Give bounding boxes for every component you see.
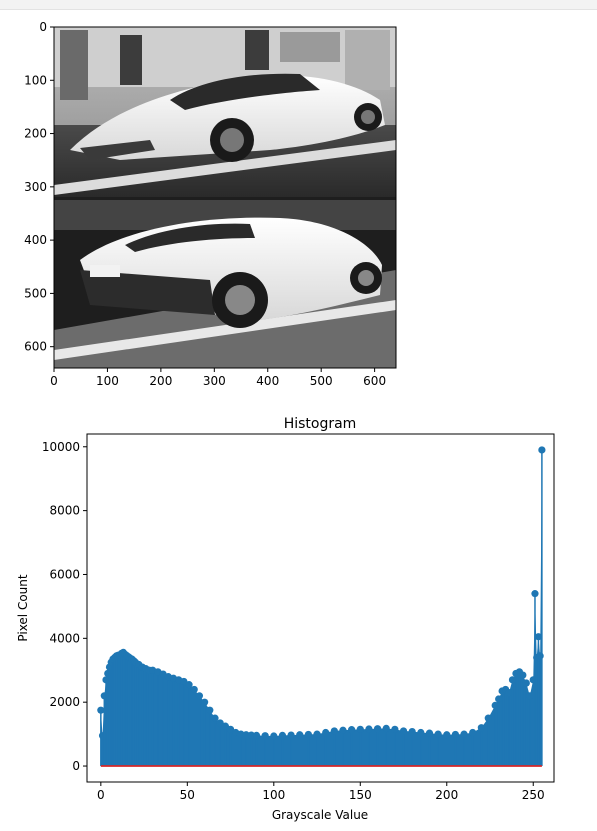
x-tick-label: 200 xyxy=(435,788,458,802)
x-tick-label: 50 xyxy=(180,788,195,802)
stem-marker xyxy=(365,725,373,733)
y-tick-label: 6000 xyxy=(49,567,80,581)
image-y-tick-label: 600 xyxy=(24,340,47,354)
image-y-tick-label: 400 xyxy=(24,233,47,247)
stem-marker xyxy=(531,590,539,598)
stem-marker xyxy=(216,719,224,727)
stem-marker xyxy=(242,731,250,739)
stem-marker xyxy=(313,730,321,738)
grayscale-image-plot: 0 100 200 300 400 500 600 0 100 200 300 400 500 600 xyxy=(24,20,397,388)
stem-marker xyxy=(451,730,460,739)
stem-marker xyxy=(408,727,416,736)
image-x-tick-label: 200 xyxy=(149,374,172,388)
stem-marker xyxy=(206,706,214,714)
stem-marker xyxy=(195,692,204,700)
image-x-tick-label: 500 xyxy=(310,374,333,388)
stem-marker xyxy=(348,726,356,734)
stem-marker xyxy=(278,731,287,739)
stem-marker xyxy=(296,731,304,739)
stem-marker xyxy=(534,633,543,641)
stem-marker xyxy=(477,724,485,732)
chart-title: Histogram xyxy=(284,416,357,432)
stem-marker xyxy=(185,681,193,689)
stem-marker xyxy=(287,731,295,739)
image-x-tick-label: 400 xyxy=(256,374,279,388)
stem-series xyxy=(97,446,546,767)
stem-marker xyxy=(304,730,312,739)
histogram-y-axis: 0 2000 4000 6000 8000 10000 xyxy=(42,440,87,773)
stem-marker xyxy=(536,652,544,660)
stem-marker xyxy=(508,676,517,684)
y-tick-label: 0 xyxy=(72,759,80,773)
y-tick-label: 2000 xyxy=(49,695,80,709)
stem-marker xyxy=(538,446,546,454)
image-x-tick-label: 100 xyxy=(96,374,119,388)
image-axes-frame xyxy=(53,26,397,369)
stem-marker xyxy=(522,679,530,687)
cell-top-bar xyxy=(0,0,597,10)
image-y-tick-label: 100 xyxy=(24,73,47,87)
stem-marker xyxy=(505,689,513,697)
stem-marker xyxy=(373,725,382,733)
stem-marker xyxy=(270,732,278,740)
stem-marker xyxy=(190,685,198,694)
x-tick-label: 250 xyxy=(522,788,545,802)
image-y-tick-label: 200 xyxy=(24,127,47,141)
stem-marker xyxy=(529,676,537,684)
image-x-axis: 0 100 200 300 400 500 600 xyxy=(50,368,386,388)
stem-marker xyxy=(356,725,364,733)
x-tick-label: 100 xyxy=(262,788,285,802)
stem-marker xyxy=(417,728,425,737)
stem-area xyxy=(100,449,542,767)
stem-marker xyxy=(330,727,338,735)
image-x-tick-label: 0 xyxy=(50,374,58,388)
stem-marker xyxy=(519,671,527,679)
stem-marker xyxy=(180,677,188,686)
stem-marker xyxy=(526,692,534,700)
car-photo-image xyxy=(54,27,396,368)
stem-marker xyxy=(104,669,112,678)
stem-marker xyxy=(484,714,492,722)
stem-marker xyxy=(491,701,499,709)
stem-marker xyxy=(322,728,330,737)
stem-marker xyxy=(100,692,108,700)
stem-marker xyxy=(261,732,269,740)
stem-marker xyxy=(247,731,255,739)
y-tick-label: 10000 xyxy=(42,440,80,454)
x-tick-label: 150 xyxy=(349,788,372,802)
image-x-tick-label: 600 xyxy=(363,374,386,388)
x-tick-label: 0 xyxy=(97,788,105,802)
stem-marker xyxy=(382,724,390,732)
image-y-tick-label: 300 xyxy=(24,180,47,194)
stem-marker xyxy=(226,725,235,733)
stem-marker xyxy=(495,695,503,703)
stem-marker xyxy=(339,726,347,734)
stem-marker xyxy=(399,727,408,735)
stem-marker xyxy=(102,676,110,684)
y-tick-label: 4000 xyxy=(49,631,80,645)
stem-marker xyxy=(425,729,434,737)
stem-marker xyxy=(221,722,229,730)
stem-marker xyxy=(252,731,261,739)
image-y-axis: 0 100 200 300 400 500 600 xyxy=(24,20,54,354)
y-tick-label: 8000 xyxy=(49,504,80,518)
image-y-tick-label: 0 xyxy=(39,20,47,34)
stem-marker xyxy=(97,706,105,714)
stem-marker xyxy=(201,698,209,706)
stem-marker xyxy=(211,714,219,722)
image-x-tick-label: 300 xyxy=(203,374,226,388)
x-axis-label: Grayscale Value xyxy=(272,808,368,822)
stem-marker xyxy=(98,732,107,740)
stem-marker xyxy=(434,730,442,738)
stem-marker xyxy=(460,730,468,738)
stem-marker xyxy=(391,725,399,733)
histogram-plot: Histogram 0 50 100 150 200 250 0 2000 4000 6000 8… xyxy=(16,416,555,822)
image-y-tick-label: 500 xyxy=(24,286,47,300)
histogram-x-axis: 0 50 100 150 200 250 xyxy=(97,782,545,802)
stem-marker xyxy=(443,731,451,739)
y-axis-label: Pixel Count xyxy=(16,574,30,642)
stem-marker xyxy=(469,728,477,737)
